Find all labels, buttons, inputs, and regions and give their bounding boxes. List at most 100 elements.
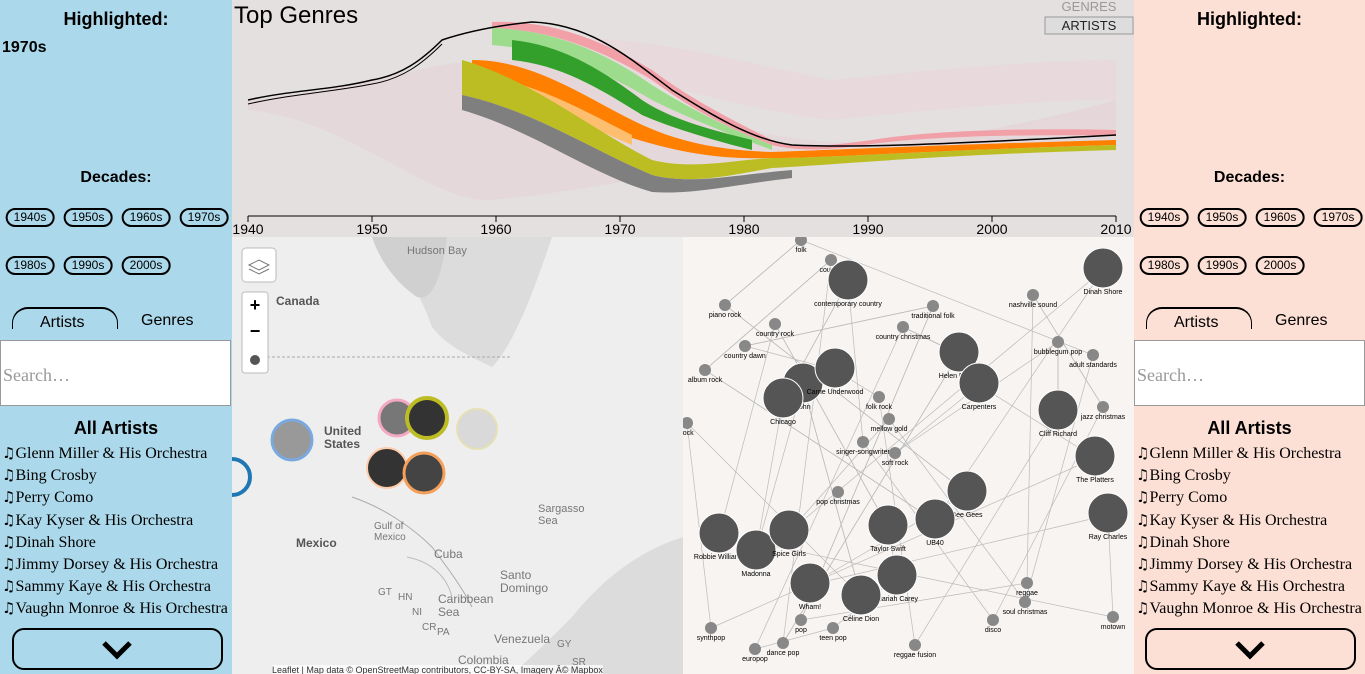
search-box[interactable]: Search…: [1134, 340, 1365, 406]
scroll-down-button[interactable]: [12, 628, 223, 670]
decade-button[interactable]: 1990s: [63, 256, 113, 275]
map-label: Venezuela: [494, 632, 551, 646]
decade-button[interactable]: 2000s: [121, 256, 171, 275]
genre-node[interactable]: [827, 622, 839, 634]
artist-node[interactable]: [914, 498, 956, 540]
artist-item[interactable]: Dinah Shore: [1136, 533, 1229, 552]
tab-artists[interactable]: Artists: [40, 314, 85, 331]
decade-button[interactable]: 2000s: [1255, 256, 1305, 275]
genre-node[interactable]: [1021, 577, 1033, 589]
artist-item[interactable]: Jimmy Dorsey & His Orchestra: [2, 555, 218, 574]
tab-artists[interactable]: Artists: [1174, 314, 1219, 331]
artist-item[interactable]: Vaughn Monroe & His Orchestra: [1136, 599, 1361, 618]
genre-node[interactable]: [1087, 349, 1099, 361]
genre-node[interactable]: [1107, 611, 1119, 623]
decade-button[interactable]: 1960s: [121, 208, 171, 227]
decade-button[interactable]: 1950s: [63, 208, 113, 227]
artist-node[interactable]: [827, 259, 869, 301]
genre-node[interactable]: [909, 639, 921, 651]
toggle-artists-bg[interactable]: [1044, 16, 1134, 35]
artist-node[interactable]: [762, 377, 804, 419]
artist-node[interactable]: [1087, 492, 1129, 534]
artist-node[interactable]: [789, 562, 831, 604]
zoom-out[interactable]: −: [249, 321, 261, 341]
toggle-artists[interactable]: ARTISTS: [1062, 18, 1117, 33]
genre-node[interactable]: [832, 486, 844, 498]
decade-button[interactable]: 1950s: [1197, 208, 1247, 227]
genre-node[interactable]: [795, 237, 807, 246]
decade-button[interactable]: 1980s: [1139, 256, 1189, 275]
genre-node[interactable]: [1027, 289, 1039, 301]
scroll-down-button[interactable]: [1145, 628, 1356, 670]
artist-node[interactable]: [840, 574, 882, 616]
artist-item[interactable]: Perry Como: [1136, 488, 1227, 507]
x-tick-label: 1970: [604, 221, 635, 237]
artist-item[interactable]: Glenn Miller & His Orchestra: [1136, 444, 1341, 463]
artist-node[interactable]: [867, 504, 909, 546]
tab-genres[interactable]: Genres: [1275, 312, 1328, 329]
zoom-in[interactable]: +: [249, 295, 261, 315]
node-label: Madonna: [741, 571, 770, 578]
genre-node[interactable]: [889, 447, 901, 459]
genre-node[interactable]: [857, 436, 869, 448]
genre-node[interactable]: [897, 321, 909, 333]
artist-node[interactable]: [1037, 389, 1079, 431]
artist-item[interactable]: Bing Crosby: [1136, 466, 1230, 485]
artist-node[interactable]: [946, 470, 988, 512]
artist-node[interactable]: [1082, 247, 1124, 289]
genre-node[interactable]: [883, 413, 895, 425]
artist-item[interactable]: Bing Crosby: [2, 466, 96, 485]
map-label: Sargasso Sea: [538, 503, 585, 528]
genre-node[interactable]: [927, 300, 939, 312]
decade-button[interactable]: 1970s: [1313, 208, 1363, 227]
map[interactable]: Hudson Bay Canada United States Gulf of Mex…: [232, 237, 683, 674]
decade-button[interactable]: 1980s: [5, 256, 55, 275]
genre-node[interactable]: [873, 391, 885, 403]
artist-item[interactable]: Dinah Shore: [2, 533, 95, 552]
genre-node[interactable]: [1097, 401, 1109, 413]
genre-node[interactable]: [705, 622, 717, 634]
artist-item[interactable]: Kay Kyser & His Orchestra: [1136, 511, 1327, 530]
artist-node[interactable]: [814, 347, 856, 389]
artist-item[interactable]: Kay Kyser & His Orchestra: [2, 511, 193, 530]
artist-node[interactable]: [768, 509, 810, 551]
genre-node[interactable]: [1019, 596, 1031, 608]
genre-node[interactable]: [987, 614, 999, 626]
artist-item[interactable]: Sammy Kaye & His Orchestra: [1136, 577, 1345, 596]
genre-node[interactable]: [1052, 336, 1064, 348]
decade-button[interactable]: 1940s: [1139, 208, 1189, 227]
artist-node[interactable]: [1074, 435, 1116, 477]
decade-button[interactable]: 1940s: [5, 208, 55, 227]
artist-node[interactable]: [958, 362, 1000, 404]
edge: [755, 399, 784, 553]
decade-button[interactable]: 1990s: [1197, 256, 1247, 275]
artist-node[interactable]: [876, 554, 918, 596]
genre-node[interactable]: [769, 318, 781, 330]
decade-button[interactable]: 1970s: [179, 208, 229, 227]
artist-item[interactable]: Vaughn Monroe & His Orchestra: [2, 599, 227, 618]
genre-node[interactable]: [825, 254, 837, 266]
search-box[interactable]: Search…: [0, 340, 231, 406]
map-label: Santo Domingo: [500, 568, 549, 596]
edge: [774, 323, 889, 528]
artist-node[interactable]: [698, 512, 740, 554]
decade-button[interactable]: 1960s: [1255, 208, 1305, 227]
node-label: Taylor Swift: [870, 546, 906, 553]
genre-node[interactable]: [699, 364, 711, 376]
artist-item[interactable]: Glenn Miller & His Orchestra: [2, 444, 207, 463]
tab-genres[interactable]: Genres: [141, 312, 194, 329]
artist-node[interactable]: [938, 331, 980, 373]
genre-node[interactable]: [749, 643, 761, 655]
toggle-genres[interactable]: GENRES: [1062, 0, 1117, 14]
genre-node[interactable]: [739, 340, 751, 352]
artist-item[interactable]: Sammy Kaye & His Orchestra: [2, 577, 211, 596]
artist-item[interactable]: Perry Como: [2, 488, 93, 507]
node-label: Cliff Richard: [1039, 431, 1077, 438]
artist-node[interactable]: [735, 529, 777, 571]
artist-item[interactable]: Jimmy Dorsey & His Orchestra: [1136, 555, 1352, 574]
genre-node[interactable]: [683, 417, 693, 429]
genre-node[interactable]: [777, 637, 789, 649]
genre-node[interactable]: [795, 614, 807, 626]
genre-node[interactable]: [719, 299, 731, 311]
